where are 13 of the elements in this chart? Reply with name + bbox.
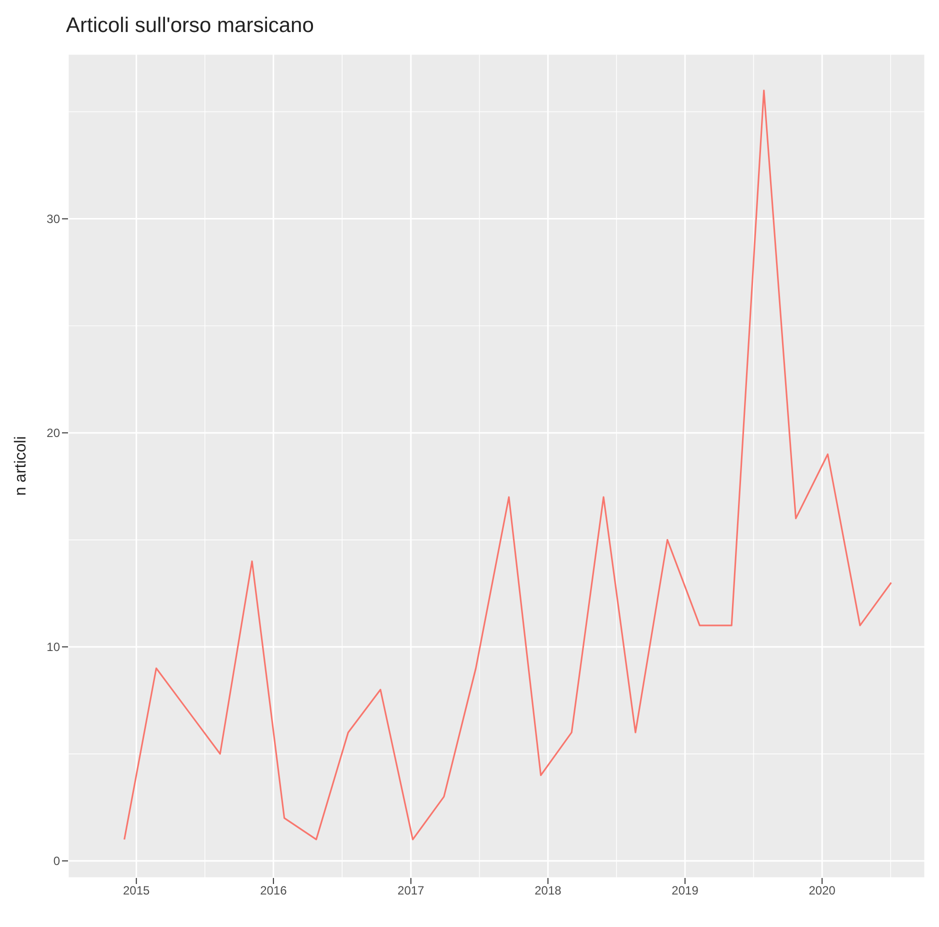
line-series xyxy=(124,90,892,840)
y-tick-label: 20 xyxy=(46,426,60,440)
y-tick-label: 10 xyxy=(46,640,60,654)
x-tick-label: 2019 xyxy=(672,884,699,898)
x-tick-label: 2018 xyxy=(534,884,562,898)
y-tick-label: 30 xyxy=(46,212,60,226)
x-tick-label: 2015 xyxy=(123,884,150,898)
y-tick-label: 0 xyxy=(53,854,60,868)
chart-title: Articoli sull'orso marsicano xyxy=(65,13,315,39)
x-tick-label: 2020 xyxy=(808,884,836,898)
x-tick-label: 2017 xyxy=(398,884,425,898)
x-tick-label: 2016 xyxy=(260,884,288,898)
y-axis-title: n articoli xyxy=(12,436,30,496)
